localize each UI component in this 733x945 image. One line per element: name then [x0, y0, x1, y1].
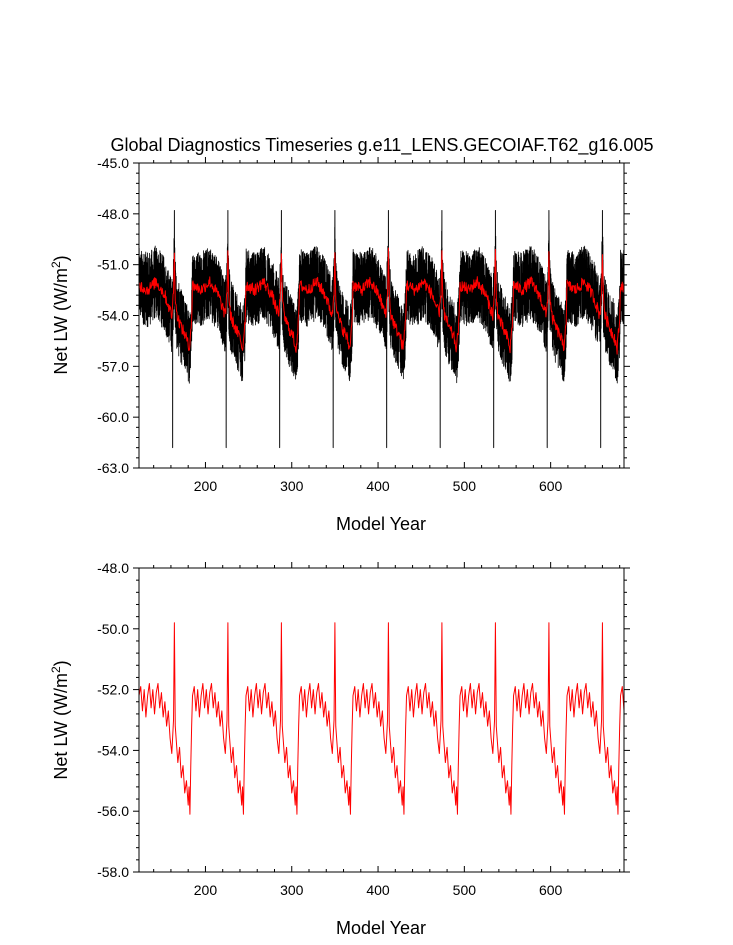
- bottom-x-tick-label: 200: [194, 882, 218, 898]
- top-x-tick-label: 600: [539, 478, 563, 494]
- bottom-y-tick-label: -58.0: [97, 864, 129, 880]
- top-y-tick-label: -51.0: [97, 257, 129, 273]
- chart-title: Global Diagnostics Timeseries g.e11_LENS…: [111, 135, 654, 156]
- top-series-monthly-line: [138, 210, 625, 449]
- bottom-x-tick-label: 600: [539, 882, 563, 898]
- bottom-plot-frame: [138, 567, 625, 873]
- bottom-x-axis-label: Model Year: [336, 918, 426, 938]
- top-y-tick-label: -60.0: [97, 409, 129, 425]
- top-y-tick-label: -45.0: [97, 155, 129, 171]
- top-y-tick-label: -54.0: [97, 308, 129, 324]
- top-y-axis-label: Net LW (W/m2): [49, 255, 71, 374]
- bottom-y-tick-label: -48.0: [97, 560, 129, 576]
- top-axis-ticks: 200 300 400 500 600 -45.0 -48.0 -51.0 -54.0 -57.0…: [97, 155, 630, 494]
- bottom-series-group: [138, 622, 625, 815]
- bottom-x-tick-label: 300: [280, 882, 304, 898]
- bottom-y-axis-label: Net LW (W/m2): [49, 660, 71, 779]
- top-series-group: [138, 210, 625, 449]
- bottom-x-tick-label: 500: [453, 882, 477, 898]
- bottom-series-annual-mean-line: [138, 622, 625, 815]
- top-x-tick-label: 500: [453, 478, 477, 494]
- top-panel: 200 300 400 500 600 -45.0 -48.0 -51.0 -54.0 -57.0…: [49, 155, 630, 534]
- bottom-y-tick-label: -56.0: [97, 803, 129, 819]
- top-y-tick-label: -48.0: [97, 206, 129, 222]
- bottom-y-tick-label: -54.0: [97, 742, 129, 758]
- top-x-tick-label: 200: [194, 478, 218, 494]
- top-x-tick-label: 300: [280, 478, 304, 494]
- top-x-tick-label: 400: [366, 478, 390, 494]
- bottom-x-tick-label: 400: [366, 882, 390, 898]
- top-y-tick-label: -63.0: [97, 460, 129, 476]
- top-x-axis-label: Model Year: [336, 514, 426, 534]
- bottom-y-tick-label: -50.0: [97, 621, 129, 637]
- bottom-axis-ticks: 200 300 400 500 600 -48.0 -50.0 -52.0 -54.0 -56.0…: [97, 560, 630, 898]
- bottom-panel: 200 300 400 500 600 -48.0 -50.0 -52.0 -54.0 -56.0…: [49, 560, 630, 938]
- top-series-annual-mean-line: [138, 247, 625, 355]
- bottom-y-tick-label: -52.0: [97, 682, 129, 698]
- top-y-tick-label: -57.0: [97, 358, 129, 374]
